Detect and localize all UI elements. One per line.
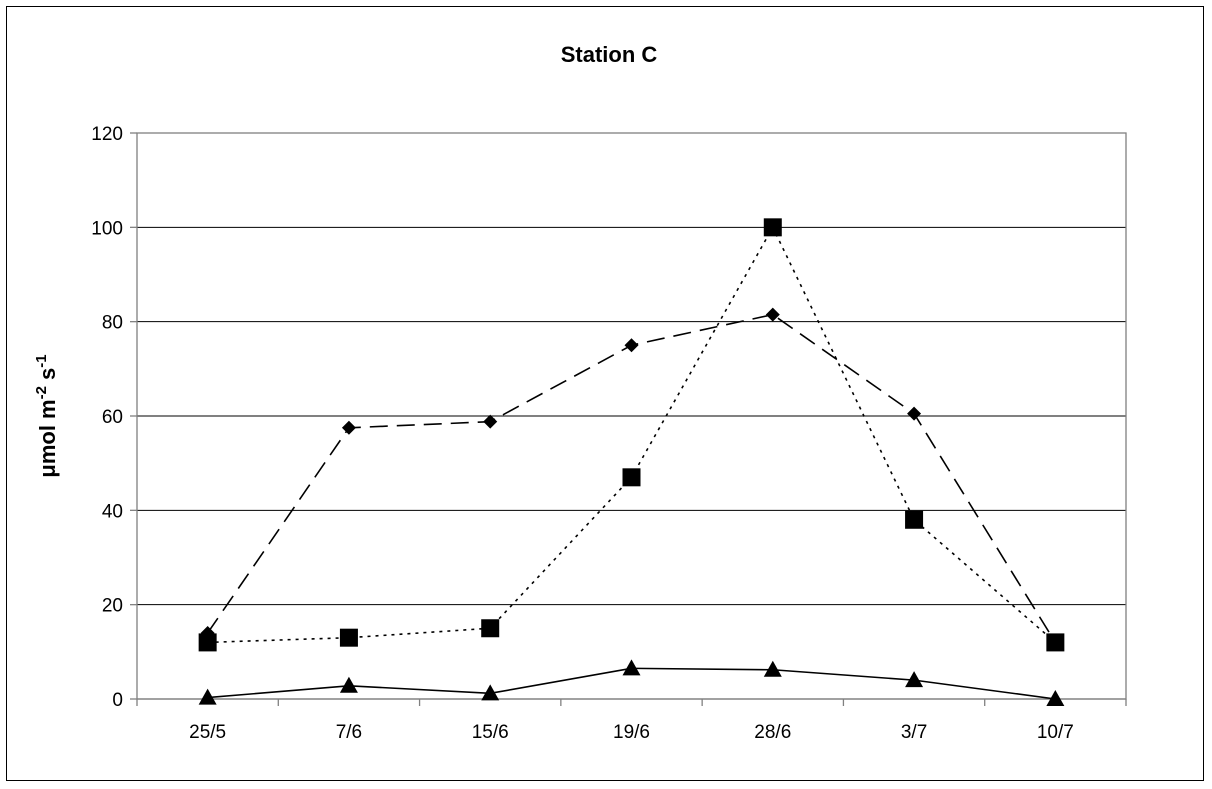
series-square — [198, 218, 1065, 652]
triangle-marker — [1046, 690, 1065, 706]
x-tick-label: 3/7 — [901, 722, 927, 743]
chart-frame — [6, 6, 1204, 781]
y-tick-label: 80 — [102, 313, 123, 334]
y-axis-label-mid: s — [35, 368, 60, 386]
chart-title: Station C — [561, 42, 658, 67]
diamond-marker — [624, 338, 639, 353]
square-marker — [622, 468, 641, 487]
x-tick-label: 28/6 — [754, 722, 791, 743]
series-layer — [198, 218, 1065, 706]
x-tick-label: 15/6 — [472, 722, 509, 743]
diamond-marker — [341, 420, 356, 435]
square-marker — [198, 633, 217, 652]
x-tick-label: 19/6 — [613, 722, 650, 743]
y-tick-label: 0 — [112, 690, 123, 711]
triangle-marker — [905, 671, 924, 688]
axes: 0 20 40 60 80 100 120 25/5 7/6 15/6 19/6 28/6 3/7 10/… — [91, 124, 1127, 743]
y-tick-label: 100 — [91, 218, 123, 239]
triangle-marker — [339, 676, 358, 693]
square-marker — [1046, 633, 1065, 652]
triangle-marker — [198, 688, 217, 705]
square-marker — [339, 628, 358, 647]
diamond-marker — [765, 307, 780, 322]
triangle-marker — [622, 659, 641, 676]
series-line-square — [207, 225, 1056, 644]
y-tick-label: 40 — [102, 501, 123, 522]
square-marker — [481, 619, 500, 638]
diamond-marker — [907, 406, 922, 421]
y-axis-label: μmol m-2 s-1 — [33, 354, 60, 477]
series-triangle — [198, 659, 1065, 706]
triangle-marker — [481, 684, 500, 701]
y-axis-label-sup2: -1 — [33, 354, 50, 367]
x-tick-label: 25/5 — [189, 722, 226, 743]
diamond-marker — [483, 414, 498, 429]
y-tick-label: 120 — [91, 124, 123, 145]
gridlines — [137, 226, 1126, 606]
triangle-marker — [763, 660, 782, 677]
y-tick-label: 60 — [102, 407, 123, 428]
y-axis-label-sup1: -2 — [33, 386, 50, 399]
x-tick-label: 7/6 — [336, 722, 362, 743]
y-tick-label: 20 — [102, 596, 123, 617]
square-marker — [763, 218, 782, 237]
y-axis-label-main: μmol m — [35, 399, 60, 477]
x-tick-label: 10/7 — [1037, 722, 1074, 743]
square-marker — [905, 510, 924, 529]
